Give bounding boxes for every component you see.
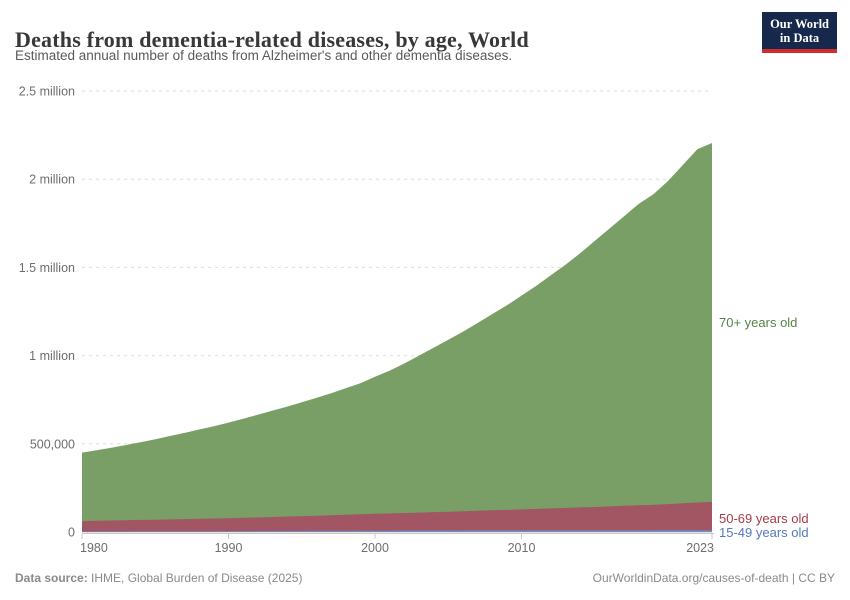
y-axis-tick-label: 0 <box>68 526 75 540</box>
owid-logo-line2: in Data <box>779 30 820 45</box>
area-series-50-69-years-old[interactable] <box>82 501 712 532</box>
series-label-50-69: 50-69 years old <box>719 511 809 526</box>
x-axis-tick-label: 2000 <box>361 541 389 555</box>
y-axis-tick-label: 2.5 million <box>19 85 75 99</box>
y-axis-tick-label: 2 million <box>29 173 75 187</box>
page-title: Deaths from dementia-related diseases, b… <box>15 26 529 52</box>
y-axis-tick-label: 1 million <box>29 349 75 363</box>
data-source-label: Data source: <box>15 571 88 585</box>
x-axis-tick-label: 1980 <box>80 541 108 555</box>
area-series-15-49-years-old[interactable] <box>82 530 712 532</box>
owid-logo-line1: Our World <box>770 17 829 31</box>
x-axis-tick-label: 2010 <box>508 541 536 555</box>
y-axis-tick-label: 1.5 million <box>19 261 75 275</box>
y-axis-tick-label: 500,000 <box>30 437 75 451</box>
owid-logo[interactable]: Our World in Data <box>762 12 837 53</box>
x-axis-tick-label: 2023 <box>686 541 714 555</box>
series-label-70plus: 70+ years old <box>719 315 798 330</box>
attribution-link[interactable]: OurWorldinData.org/causes-of-death | CC … <box>592 571 835 585</box>
data-source: Data source: IHME, Global Burden of Dise… <box>15 571 302 585</box>
chart-subtitle: Estimated annual number of deaths from A… <box>15 48 513 63</box>
data-source-value: IHME, Global Burden of Disease (2025) <box>87 571 303 585</box>
x-axis-tick-label: 1990 <box>215 541 243 555</box>
area-series-70+-years-old[interactable] <box>82 143 712 532</box>
series-label-15-49: 15-49 years old <box>719 525 809 540</box>
